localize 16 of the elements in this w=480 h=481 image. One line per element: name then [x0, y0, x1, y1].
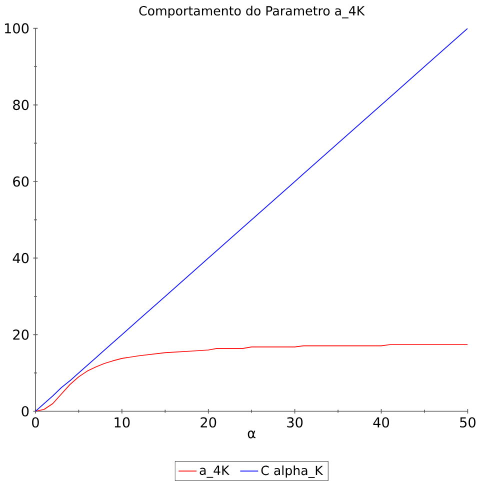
y-tick-label: 20	[13, 330, 29, 340]
x-tick-label: 20	[200, 417, 216, 428]
x-tick-label: 40	[373, 417, 390, 428]
y-tick-label: 0	[22, 406, 29, 416]
y-tick-label: 40	[12, 252, 29, 264]
x-tick-label: 30	[287, 417, 303, 428]
x-tick-label: 10	[114, 417, 130, 428]
y-tick-label: 80	[13, 100, 29, 110]
legend-label: C alpha_K	[261, 465, 324, 478]
legend-label: a_4K	[200, 466, 230, 478]
y-tick-label: 60	[13, 176, 29, 187]
x-tick-label: 0	[32, 417, 39, 428]
x-axis-title: α	[248, 430, 256, 438]
x-tick-label: 50	[460, 417, 476, 428]
chart-title: Comportamento do Parametro a_4K	[139, 6, 365, 18]
y-tick-label: 100	[5, 23, 29, 34]
